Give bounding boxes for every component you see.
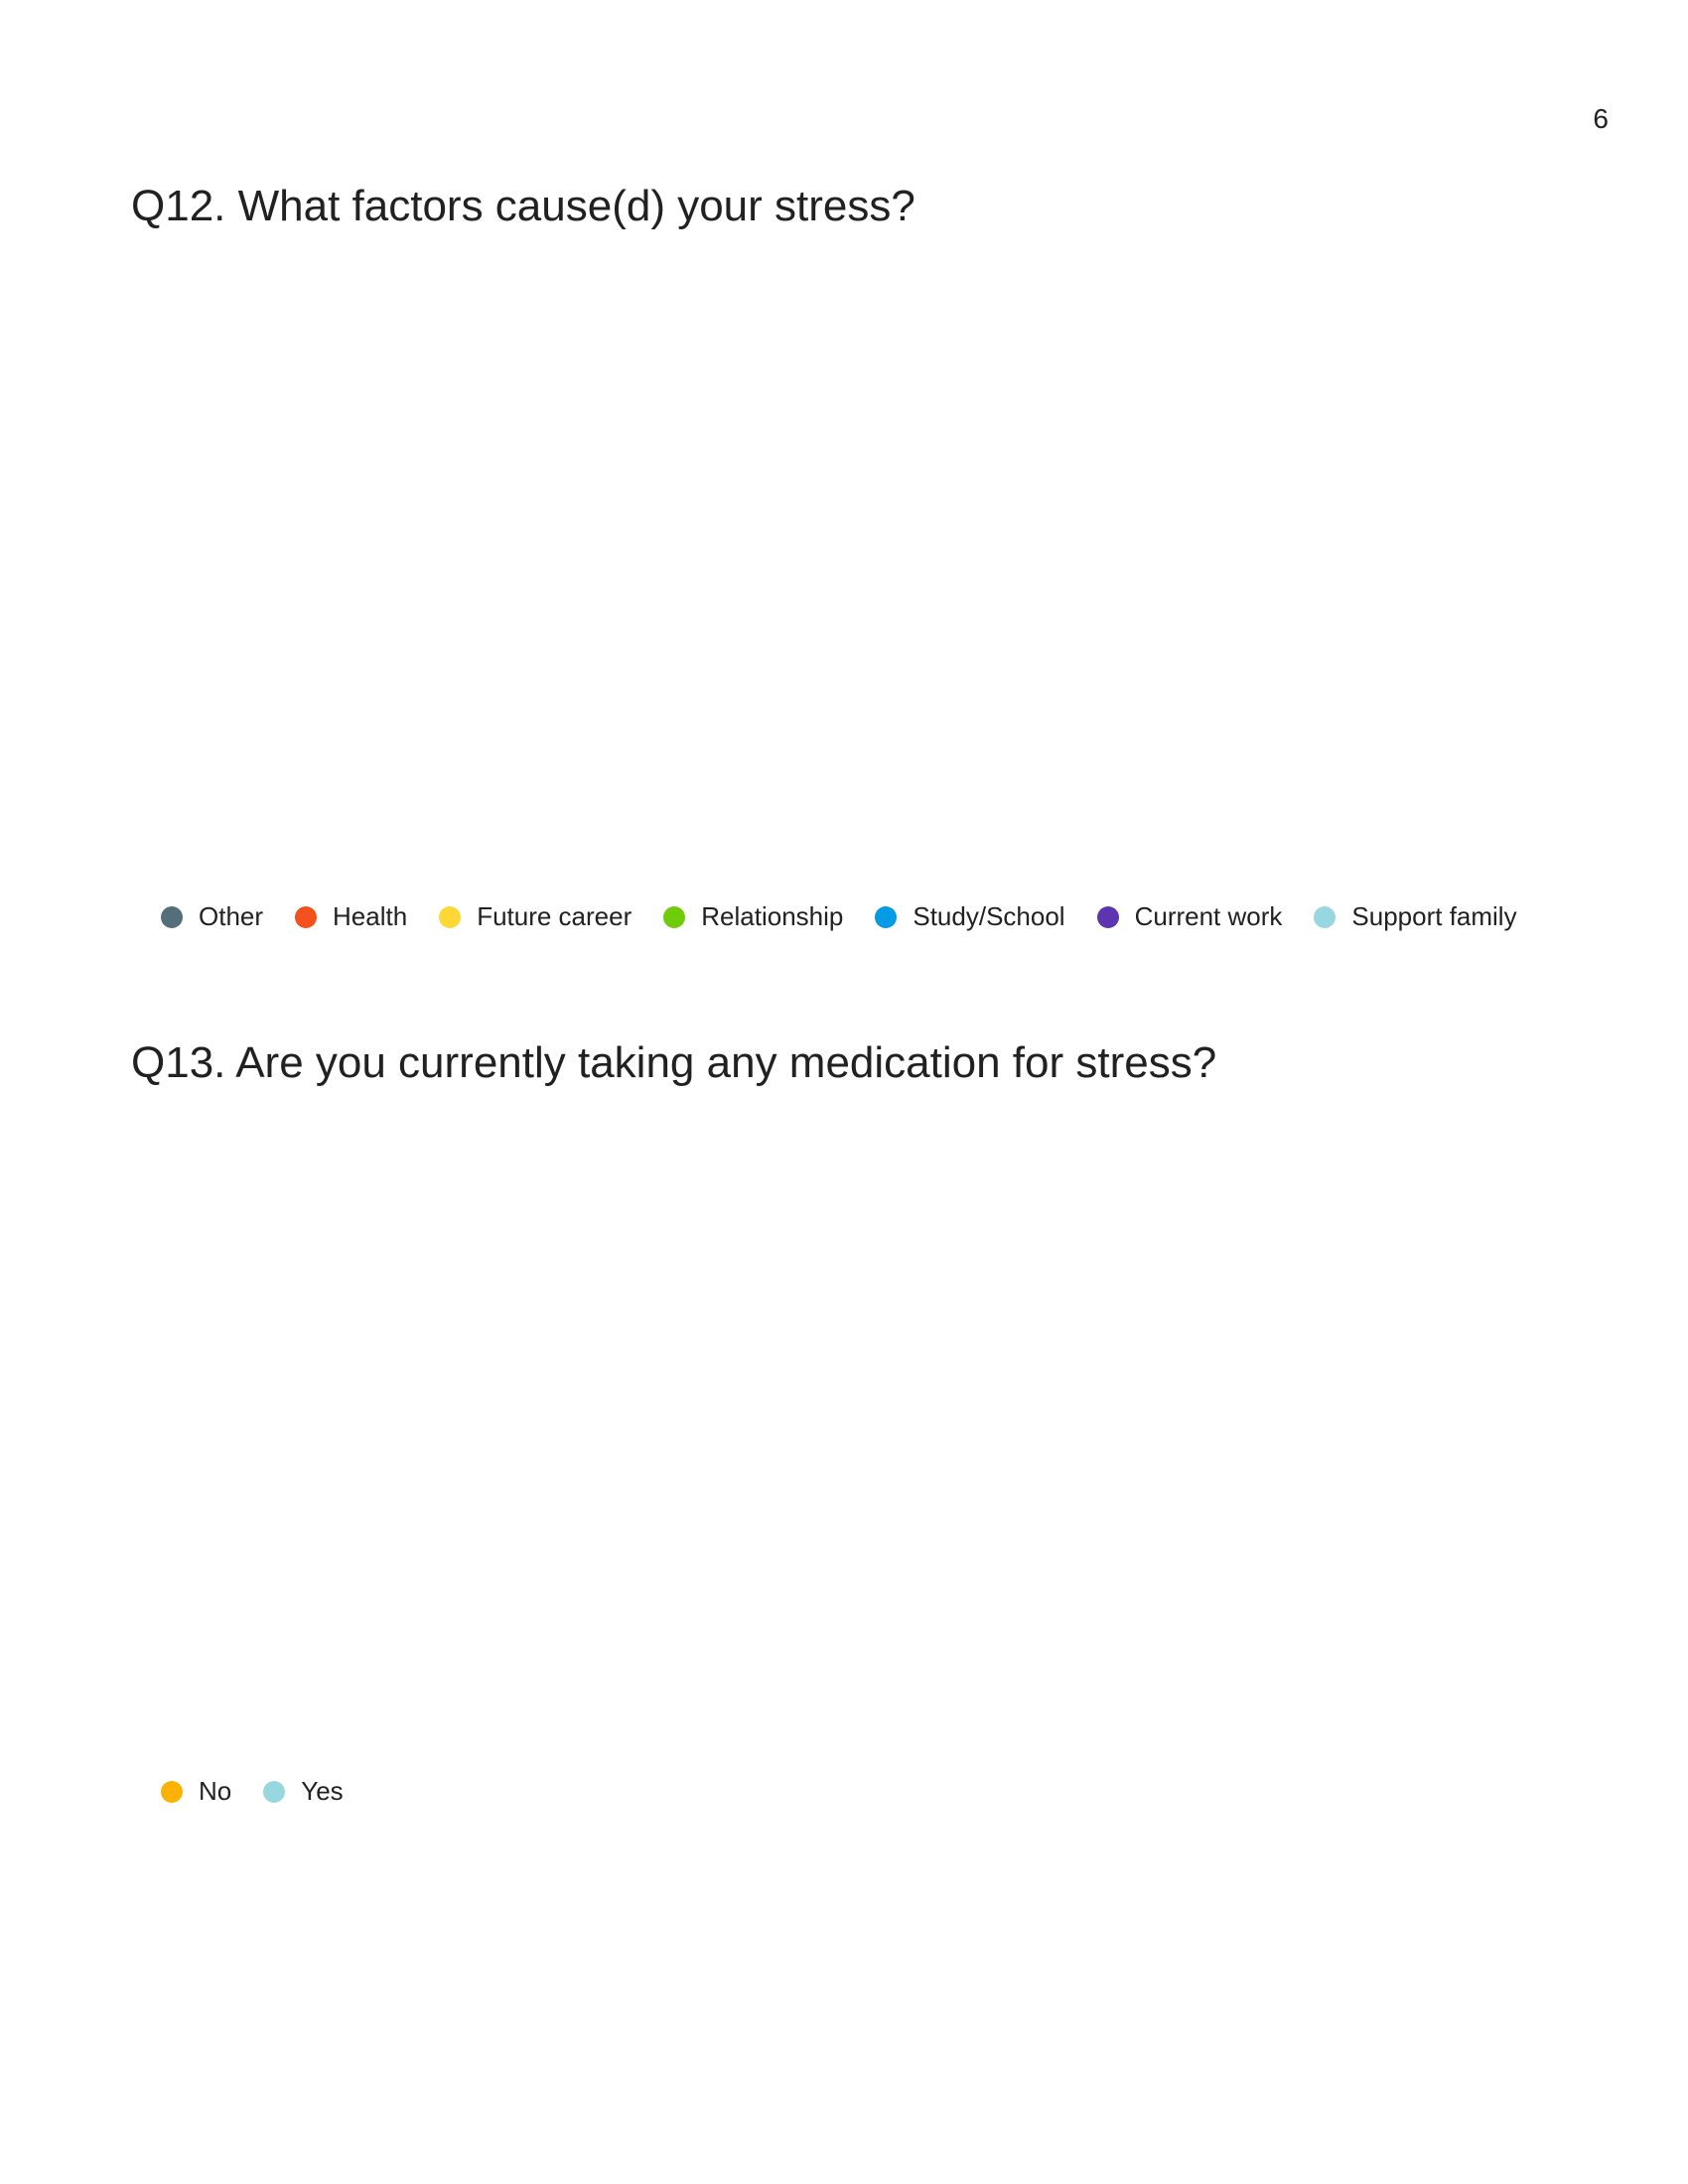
- legend-item-q13-no: No: [161, 1776, 231, 1807]
- legend-swatch: [875, 905, 898, 928]
- legend-q12: Other Health Future career Relationship Stud…: [161, 901, 1549, 932]
- pie-label-q13-no: 90%: [866, 1577, 921, 1608]
- legend-label: Current work: [1134, 901, 1283, 931]
- pie-slice-q13-yes: [647, 1099, 841, 1426]
- legend-item-q12-relationship: Relationship: [663, 901, 843, 932]
- pie-slice-q12-support-family: [684, 241, 841, 559]
- legend-item-q12-study-school: Study/School: [875, 901, 1065, 932]
- legend-swatch: [1314, 905, 1336, 928]
- legend-swatch: [1096, 905, 1119, 928]
- pie-label-q12-study-school: 28%: [712, 686, 768, 717]
- legend-item-q12-future-career: Future career: [439, 901, 632, 932]
- page-number: 6: [1593, 103, 1609, 134]
- legend-swatch: [439, 905, 462, 928]
- pie-label-q12-future-career: 20%: [986, 522, 1042, 553]
- legend-swatch: [663, 905, 686, 928]
- legend-label: Other: [199, 901, 264, 931]
- legend-item-q12-support-family: Support family: [1314, 901, 1517, 932]
- pie-label-q12-health: 11%: [893, 385, 946, 416]
- pie-label-q13-yes: 10%: [757, 1239, 812, 1270]
- pie-label-q12-current-work: 18%: [656, 459, 712, 489]
- pie-slice-q12-future-career: [837, 342, 1155, 716]
- legend-swatch: [161, 905, 183, 928]
- chart-title-q12: Q12. What factors cause(d) your stress?: [131, 182, 915, 230]
- legend-q13: No Yes: [161, 1776, 375, 1807]
- legend-item-q12-health: Health: [295, 901, 407, 932]
- legend-label: Relationship: [701, 901, 844, 931]
- pie-slice-q12-current-work: [523, 281, 841, 584]
- pie-slice-q12-health: [837, 244, 1071, 559]
- pie-label-q12-support-family: 8%: [774, 371, 814, 402]
- pie-label-q12-other: 2%: [830, 366, 870, 397]
- legend-swatch: [263, 1780, 286, 1803]
- legend-label: Study/School: [913, 901, 1065, 931]
- legend-label: Future career: [477, 901, 633, 931]
- legend-label: Yes: [301, 1776, 344, 1806]
- legend-label: Support family: [1351, 901, 1517, 931]
- pie-slice-q12-study-school: [524, 555, 929, 873]
- chart-title-q13: Q13. Are you currently taking any medica…: [131, 1038, 1217, 1087]
- legend-swatch: [161, 1780, 183, 1803]
- legend-item-q12-current-work: Current work: [1096, 901, 1283, 932]
- legend-item-q13-yes: Yes: [263, 1776, 344, 1807]
- pie-slice-q12-relationship: [837, 555, 1113, 860]
- legend-label: Health: [333, 901, 408, 931]
- pie-label-q12-relationship: 12%: [919, 680, 975, 711]
- legend-label: No: [199, 1776, 232, 1806]
- legend-swatch: [295, 905, 318, 928]
- legend-item-q12-other: Other: [161, 901, 263, 932]
